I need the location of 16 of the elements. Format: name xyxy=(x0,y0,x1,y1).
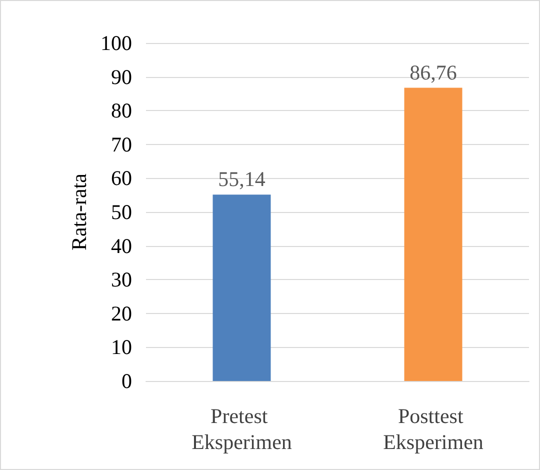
data-label: 86,76 xyxy=(410,60,457,84)
y-tick-label: 0 xyxy=(122,369,132,393)
y-tick-label: 70 xyxy=(111,132,132,156)
y-tick-label: 60 xyxy=(111,166,132,190)
y-tick-label: 100 xyxy=(100,31,132,55)
x-tick-label: Pretest Eksperimen xyxy=(192,404,292,454)
y-tick-label: 50 xyxy=(111,200,132,224)
y-tick-label: 30 xyxy=(111,268,132,292)
y-tick-label: 80 xyxy=(111,98,132,123)
y-tick-label: 90 xyxy=(111,64,132,89)
x-tick-label: Posttest Eksperimen xyxy=(383,404,484,454)
y-axis-title: Rata-rata xyxy=(67,172,92,250)
y-tick-label: 10 xyxy=(111,335,132,360)
data-label: 55,14 xyxy=(218,167,266,192)
y-tick-label: 20 xyxy=(111,301,132,326)
y-tick-label: 40 xyxy=(111,234,132,258)
